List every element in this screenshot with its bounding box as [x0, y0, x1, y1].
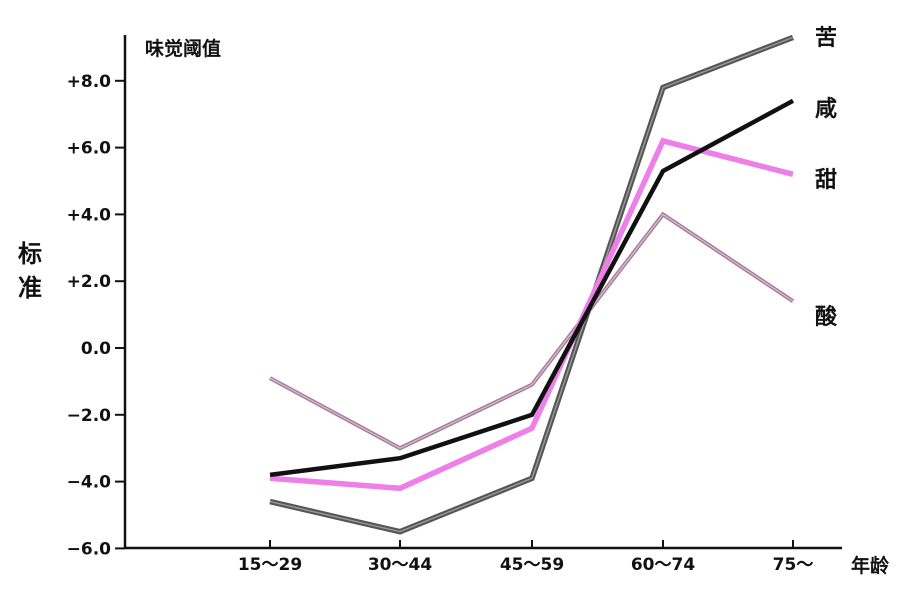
- y-tick-label: −2.0: [67, 406, 112, 426]
- axes: [123, 35, 842, 550]
- series-label: 甜: [815, 167, 837, 193]
- x-tick-label: 60～74: [631, 555, 695, 575]
- y-ticks: −6.0 −4.0 −2.0 0.0 +2.0 +4.0 +6.0 +8.0: [67, 72, 125, 559]
- x-tick-label: 15～29: [238, 555, 302, 575]
- x-tick-label: 45～59: [500, 555, 564, 575]
- series-label: 苦: [815, 26, 837, 51]
- y-tick-label: +4.0: [67, 205, 112, 225]
- y-tick-label: −6.0: [67, 539, 112, 559]
- y-tick-label: +2.0: [67, 272, 112, 292]
- series-line: [269, 98, 795, 478]
- x-ticks: 15～29 30～44 45～59 60～74 75～: [238, 540, 814, 575]
- y-tick-label: −4.0: [67, 473, 112, 493]
- y-tick-label: 0.0: [81, 339, 111, 359]
- y-tick-label: +6.0: [67, 139, 112, 159]
- series-label: 咸: [815, 97, 837, 122]
- x-tick-label: 75～: [773, 555, 814, 575]
- series-label: 酸: [815, 305, 838, 330]
- y-axis-label-char: 准: [18, 274, 42, 302]
- x-tick-label: 30～44: [368, 555, 432, 575]
- series-line-core: [269, 213, 794, 449]
- x-axis-label: 年龄: [851, 554, 890, 577]
- chart-title: 味觉阈值: [145, 37, 221, 60]
- series-group: [269, 34, 795, 535]
- series-line: [269, 34, 794, 535]
- series-line: [269, 137, 794, 492]
- y-tick-label: +8.0: [67, 72, 112, 92]
- series-line-core: [269, 36, 794, 533]
- y-axis-label: 标准: [18, 240, 42, 302]
- y-axis-label-char: 标: [18, 240, 42, 268]
